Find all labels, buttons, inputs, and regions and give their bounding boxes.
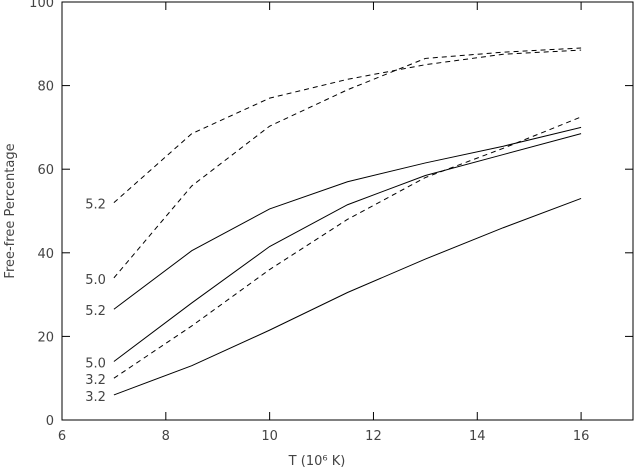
y-tick-label: 80 (37, 80, 54, 95)
series-line (113, 49, 582, 204)
y-tick-label: 20 (37, 330, 54, 345)
x-axis-label: T (10⁶ K) (288, 454, 346, 469)
series-line (113, 116, 582, 379)
series-label: 3.2 (85, 390, 106, 405)
y-tick-label: 0 (46, 414, 54, 429)
x-tick-label: 14 (469, 429, 486, 444)
series-line (113, 47, 582, 279)
series-label: 3.2 (85, 373, 106, 388)
y-tick-label: 40 (37, 247, 54, 262)
series-line (113, 197, 582, 396)
x-tick-label: 16 (573, 429, 590, 444)
x-tick-label: 12 (365, 429, 382, 444)
plot-frame (61, 1, 634, 421)
series-label: 5.2 (85, 304, 106, 319)
x-tick-label: 8 (162, 429, 170, 444)
y-tick-label: 60 (37, 163, 54, 178)
y-axis-label: Free-free Percentage (3, 143, 18, 278)
series-line (113, 133, 582, 362)
x-tick-label: 10 (261, 429, 278, 444)
series-label: 5.2 (85, 198, 106, 213)
y-tick-label: 100 (29, 0, 54, 11)
series-label: 5.0 (85, 273, 106, 288)
series-line (113, 126, 582, 310)
series-label: 5.0 (85, 356, 106, 371)
x-tick-label: 6 (58, 429, 66, 444)
